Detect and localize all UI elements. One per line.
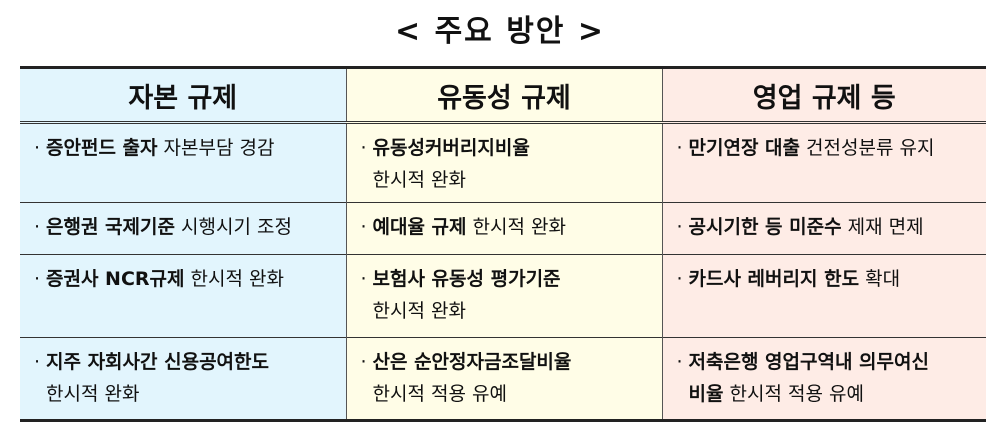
- bold-text: 카드사 레버리지 한도: [688, 268, 860, 290]
- cell-line: 한시적 완화: [28, 378, 340, 410]
- table-cell: · 만기연장 대출 건전성분류 유지: [661, 122, 986, 203]
- cell-line: 한시적 완화: [355, 164, 656, 196]
- cell-line: · 카드사 레버리지 한도 확대: [671, 263, 981, 295]
- bold-text: 증안펀드 출자: [46, 137, 158, 159]
- cell-line: · 보험사 유동성 평가기준: [355, 263, 656, 295]
- bold-text: 유동성커버리지비율: [372, 137, 530, 159]
- header-row: 자본 규제 유동성 규제 영업 규제 등: [20, 67, 986, 124]
- bold-text: 보험사 유동성 평가기준: [372, 268, 561, 290]
- bold-text: 공시기한 등 미준수: [688, 216, 842, 238]
- table-cell: · 공시기한 등 미준수 제재 면제: [661, 202, 986, 255]
- bold-text: 은행권 국제기준: [46, 216, 175, 238]
- normal-text: 확대: [859, 268, 901, 290]
- header-business-regulation: 영업 규제 등: [661, 67, 986, 124]
- normal-text: 자본부담 경감: [157, 137, 275, 159]
- cell-line: · 지주 자회사간 신용공여한도: [28, 346, 340, 378]
- cell-line: · 유동성커버리지비율: [355, 132, 656, 164]
- cell-line: 비율 한시적 적용 유예: [671, 378, 981, 410]
- cell-line: · 예대율 규제 한시적 완화: [355, 211, 656, 243]
- bold-text: 증권사 NCR규제: [46, 268, 185, 290]
- bold-text: 지주 자회사간 신용공여한도: [46, 351, 269, 373]
- cell-line: 한시적 적용 유예: [355, 378, 656, 410]
- cell-line: · 증안펀드 출자 자본부담 경감: [28, 132, 340, 164]
- table-cell: · 은행권 국제기준 시행시기 조정: [20, 202, 346, 255]
- table-cell: · 저축은행 영업구역내 의무여신 비율 한시적 적용 유예: [661, 337, 986, 421]
- cell-line: · 산은 순안정자금조달비율: [355, 346, 656, 378]
- bullet-icon: ·: [360, 268, 367, 290]
- bullet-icon: ·: [360, 351, 367, 373]
- normal-text: 건전성분류 유지: [800, 137, 935, 159]
- bullet-icon: ·: [33, 137, 41, 159]
- normal-text: 제재 면제: [841, 216, 924, 238]
- normal-text: 한시적 완화: [466, 216, 566, 238]
- table-cell: · 증안펀드 출자 자본부담 경감: [20, 122, 346, 203]
- table-row: · 증권사 NCR규제 한시적 완화 · 보험사 유동성 평가기준 한시적 완화 · 카드사…: [20, 254, 986, 338]
- header-liquidity-regulation: 유동성 규제: [345, 67, 662, 124]
- header-capital-regulation: 자본 규제: [20, 67, 346, 124]
- bullet-icon: ·: [676, 351, 683, 373]
- bullet-icon: ·: [360, 216, 367, 238]
- table-row: · 증안펀드 출자 자본부담 경감 · 유동성커버리지비율 한시적 완화 · 만기연장 대출…: [20, 122, 986, 203]
- bullet-icon: ·: [676, 268, 683, 290]
- normal-text: 한시적 완화: [184, 268, 284, 290]
- bullet-icon: ·: [33, 268, 41, 290]
- bold-text: 만기연장 대출: [688, 137, 801, 159]
- table-cell: · 예대율 규제 한시적 완화: [345, 202, 662, 255]
- cell-line: 한시적 완화: [355, 295, 656, 327]
- page-title: < 주요 방안 >: [394, 14, 605, 49]
- bullet-icon: ·: [33, 216, 41, 238]
- bold-text: 비율: [688, 383, 724, 405]
- normal-text: 한시적 완화: [372, 300, 466, 322]
- table-row: · 은행권 국제기준 시행시기 조정 · 예대율 규제 한시적 완화 · 공시기한 등 미…: [20, 202, 986, 255]
- cell-line: · 은행권 국제기준 시행시기 조정: [28, 211, 340, 243]
- normal-text: 한시적 완화: [46, 383, 140, 405]
- normal-text: 한시적 적용 유예: [372, 383, 507, 405]
- normal-text: 시행시기 조정: [174, 216, 292, 238]
- normal-text: 한시적 적용 유예: [723, 383, 864, 405]
- bullet-icon: ·: [33, 351, 41, 373]
- normal-text: 한시적 완화: [372, 169, 466, 191]
- cell-line: · 저축은행 영업구역내 의무여신: [671, 346, 981, 378]
- bold-text: 산은 순안정자금조달비율: [372, 351, 572, 373]
- table-cell: · 카드사 레버리지 한도 확대: [661, 254, 986, 338]
- bullet-icon: ·: [676, 216, 683, 238]
- cell-line: · 만기연장 대출 건전성분류 유지: [671, 132, 981, 164]
- bold-text: 저축은행 영업구역내 의무여신: [688, 351, 929, 373]
- table-cell: · 증권사 NCR규제 한시적 완화: [20, 254, 346, 338]
- bullet-icon: ·: [360, 137, 367, 159]
- bold-text: 예대율 규제: [372, 216, 467, 238]
- cell-line: · 공시기한 등 미준수 제재 면제: [671, 211, 981, 243]
- cell-line: · 증권사 NCR규제 한시적 완화: [28, 263, 340, 295]
- table-row: · 지주 자회사간 신용공여한도 한시적 완화 · 산은 순안정자금조달비율 한시적 적용…: [20, 337, 986, 421]
- measures-table: 자본 규제 유동성 규제 영업 규제 등 · 증안펀드 출자 자본부담 경감 · 유동…: [20, 66, 986, 422]
- bullet-icon: ·: [676, 137, 683, 159]
